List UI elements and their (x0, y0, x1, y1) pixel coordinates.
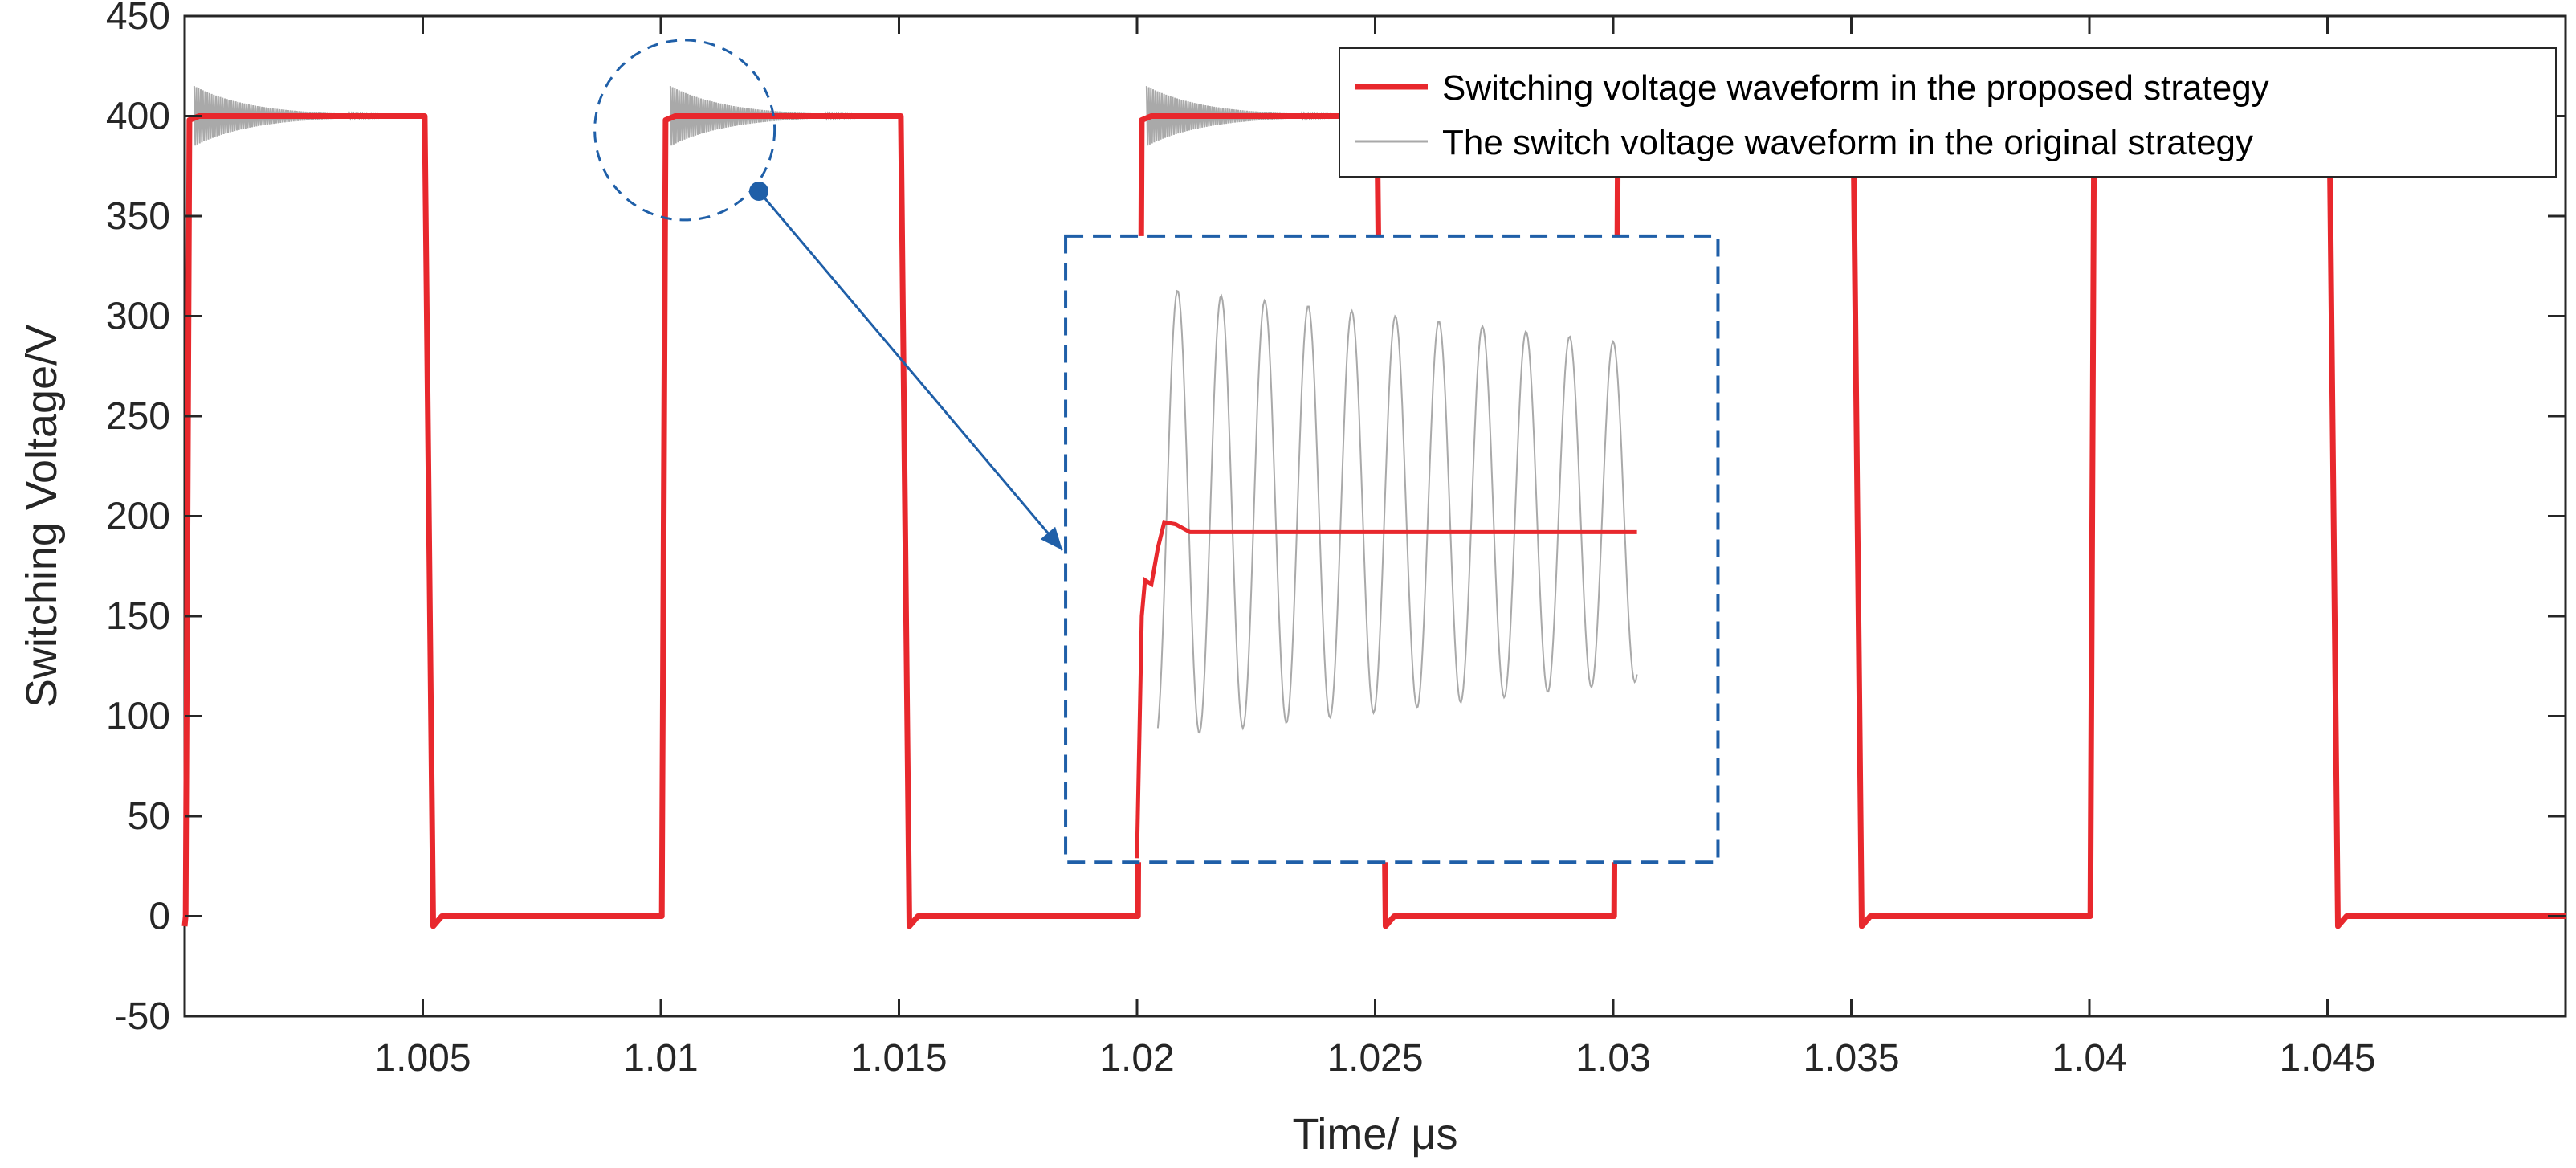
y-tick-label: 50 (128, 795, 170, 838)
inset-original-line (1156, 289, 1638, 734)
y-tick-label: 100 (106, 696, 170, 738)
series-proposed-strategy (181, 113, 2566, 929)
x-tick-label: 1.01 (623, 1037, 698, 1080)
legend-entry-proposed: Switching voltage waveform in the propos… (1442, 68, 2269, 108)
x-tick-label: 1.02 (1099, 1037, 1174, 1080)
zoom-arrow (757, 190, 1064, 551)
x-tick-label: 1.035 (1803, 1037, 1899, 1080)
y-tick-label: -50 (115, 995, 170, 1038)
x-axis: 1.005 1.01 1.015 1.02 1.025 1.03 1.035 1.04 1.04… (374, 16, 2376, 1080)
y-axis: -50 0 50 100 150 200 250 300 350 400 450 (106, 0, 2566, 1038)
x-tick-label: 1.015 (850, 1037, 947, 1080)
legend: Switching voltage waveform in the propos… (1339, 47, 2557, 178)
y-axis-label: Switching Voltage/V (18, 325, 66, 708)
legend-entry-original: The switch voltage waveform in the origi… (1442, 123, 2253, 162)
proposed-waveform-line (181, 113, 2566, 929)
zoom-annotation (593, 39, 1720, 864)
x-tick-label: 1.04 (2052, 1037, 2126, 1080)
y-tick-label: 150 (106, 595, 170, 638)
y-tick-label: 250 (106, 395, 170, 438)
zoom-circle (593, 39, 776, 222)
y-tick-label: 400 (106, 96, 170, 138)
y-tick-label: 300 (106, 296, 170, 338)
y-tick-label: 200 (106, 496, 170, 538)
y-tick-label: 450 (106, 0, 170, 38)
inset-proposed-line (1135, 520, 1637, 859)
legend-box (1339, 47, 2557, 178)
zoom-box (1064, 234, 1720, 864)
x-tick-label: 1.005 (374, 1037, 471, 1080)
x-tick-label: 1.025 (1327, 1037, 1423, 1080)
x-axis-label: Time/ μs (1292, 1110, 1457, 1158)
x-tick-label: 1.045 (2279, 1037, 2375, 1080)
y-tick-label: 350 (106, 195, 170, 238)
y-tick-label: 0 (149, 896, 170, 938)
zoom-arrow-head (1040, 526, 1063, 550)
x-tick-label: 1.03 (1575, 1037, 1650, 1080)
